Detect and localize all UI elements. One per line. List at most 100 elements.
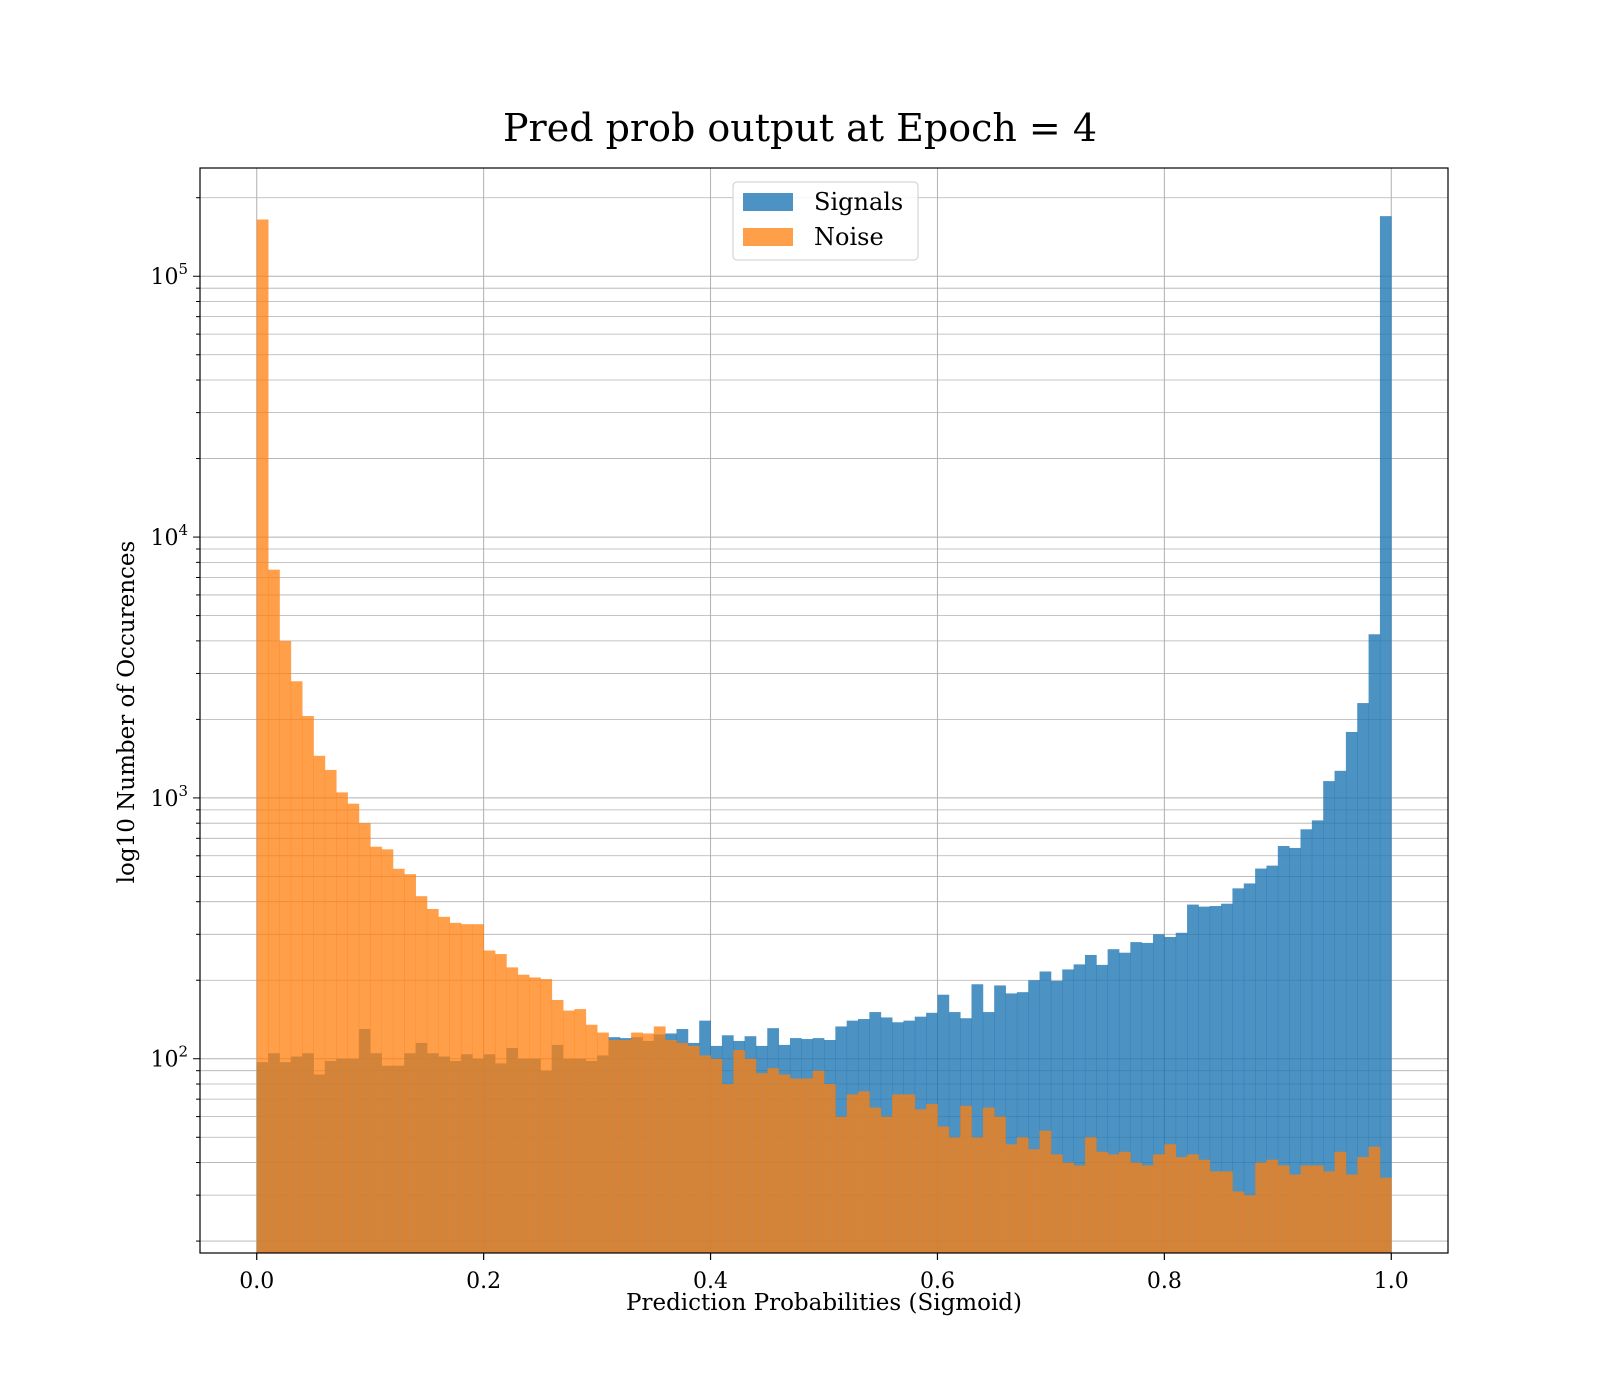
bar-noise <box>1005 1144 1018 1253</box>
bar-noise <box>290 681 303 1253</box>
bar-signals <box>1266 865 1279 1253</box>
bar-noise <box>392 868 405 1253</box>
bar-noise <box>426 909 439 1253</box>
bar-signals <box>1289 847 1301 1253</box>
bar-noise <box>551 999 564 1253</box>
bar-signals <box>1107 949 1120 1253</box>
bar-noise <box>1198 1159 1211 1253</box>
bar-noise <box>1221 1171 1233 1253</box>
plot-frame <box>199 167 1449 1254</box>
bar-noise <box>1039 1130 1052 1253</box>
bar-noise <box>324 769 337 1253</box>
bar-noise <box>460 924 473 1253</box>
bar-noise <box>370 846 382 1253</box>
bar-signals <box>1028 980 1040 1253</box>
bar-signals <box>1050 980 1063 1253</box>
bar-noise <box>1153 1154 1165 1253</box>
legend-swatch-signals <box>743 193 793 211</box>
bar-signals <box>1379 216 1392 1254</box>
bar-noise <box>574 1009 587 1253</box>
bar-noise <box>540 979 553 1253</box>
bar-signals <box>1005 993 1018 1253</box>
bar-noise <box>1209 1171 1222 1253</box>
bar-noise <box>642 1033 655 1253</box>
bar-signals <box>971 984 984 1253</box>
legend-swatch-noise <box>743 228 793 246</box>
bar-signals <box>1221 903 1233 1253</box>
bar-noise <box>1368 1146 1381 1253</box>
bar-noise <box>415 896 428 1253</box>
bar-noise <box>336 792 348 1253</box>
bar-noise <box>494 954 507 1253</box>
bar-noise <box>676 1042 689 1253</box>
series-noise <box>256 219 1392 1254</box>
bar-noise <box>279 640 292 1253</box>
x-axis-ticks: 0.0 0.2 0.4 0.6 0.8 1.0 <box>239 1253 1409 1294</box>
bar-noise <box>982 1107 995 1253</box>
bar-noise <box>812 1070 825 1253</box>
bar-signals <box>1073 964 1086 1253</box>
bar-noise <box>835 1116 848 1253</box>
bar-noise <box>1028 1149 1040 1253</box>
bar-noise <box>824 1084 836 1253</box>
bar-noise <box>1130 1162 1143 1253</box>
bar-signals <box>1357 703 1369 1253</box>
bar-signals <box>1153 934 1165 1253</box>
bar-signals <box>1141 942 1154 1253</box>
bar-noise <box>1016 1137 1029 1253</box>
bar-signals <box>1255 868 1267 1253</box>
y-axis-label: log10 Number of Occurences <box>114 541 140 884</box>
bar-noise <box>767 1068 780 1253</box>
bar-noise <box>1311 1165 1324 1253</box>
bar-noise <box>1107 1154 1120 1253</box>
bar-noise <box>529 977 541 1253</box>
bar-noise <box>665 1039 677 1253</box>
x-tick-label: 0.2 <box>466 1269 501 1294</box>
bar-noise <box>404 874 416 1253</box>
bar-signals <box>1345 731 1358 1253</box>
bar-noise <box>1062 1162 1074 1253</box>
bar-noise <box>1243 1195 1256 1253</box>
bar-signals <box>1062 969 1074 1253</box>
bar-noise <box>631 1032 643 1253</box>
bar-signals <box>1198 906 1211 1253</box>
x-tick-label: 0.4 <box>693 1269 728 1294</box>
x-tick-label: 0.0 <box>239 1269 274 1294</box>
bar-noise <box>1073 1165 1086 1253</box>
bar-noise <box>903 1094 916 1253</box>
bar-noise <box>755 1073 768 1253</box>
bar-signals <box>1311 820 1324 1253</box>
bar-noise <box>653 1026 666 1253</box>
bar-signals <box>1096 964 1109 1253</box>
bar-signals <box>1323 781 1335 1253</box>
bar-noise <box>1232 1191 1245 1253</box>
bar-noise <box>858 1091 870 1253</box>
bar-noise <box>960 1105 972 1253</box>
bar-noise <box>1379 1177 1392 1253</box>
bar-noise <box>381 849 394 1253</box>
bar-noise <box>687 1045 700 1253</box>
bar-noise <box>1187 1154 1199 1253</box>
bar-noise <box>619 1039 632 1253</box>
bar-noise <box>994 1116 1006 1253</box>
bar-noise <box>914 1109 927 1253</box>
bar-noise <box>733 1050 745 1253</box>
x-tick-label: 0.8 <box>1147 1269 1182 1294</box>
bar-noise <box>268 569 280 1253</box>
chart-title: Pred prob output at Epoch = 4 <box>503 106 1097 150</box>
legend: Signals Noise <box>732 181 919 261</box>
bar-noise <box>1084 1137 1097 1253</box>
bar-noise <box>347 803 360 1253</box>
bar-noise <box>1050 1154 1063 1253</box>
bar-noise <box>892 1094 904 1253</box>
bar-noise <box>778 1074 791 1253</box>
bar-signals <box>1209 906 1222 1253</box>
bar-noise <box>563 1010 575 1253</box>
bar-noise <box>313 755 326 1253</box>
bar-noise <box>1255 1162 1267 1253</box>
bar-noise <box>789 1078 802 1253</box>
y-axis-ticks: 102 103 104 105 <box>150 197 200 1242</box>
bar-signals <box>1334 770 1347 1253</box>
bar-noise <box>710 1058 723 1253</box>
